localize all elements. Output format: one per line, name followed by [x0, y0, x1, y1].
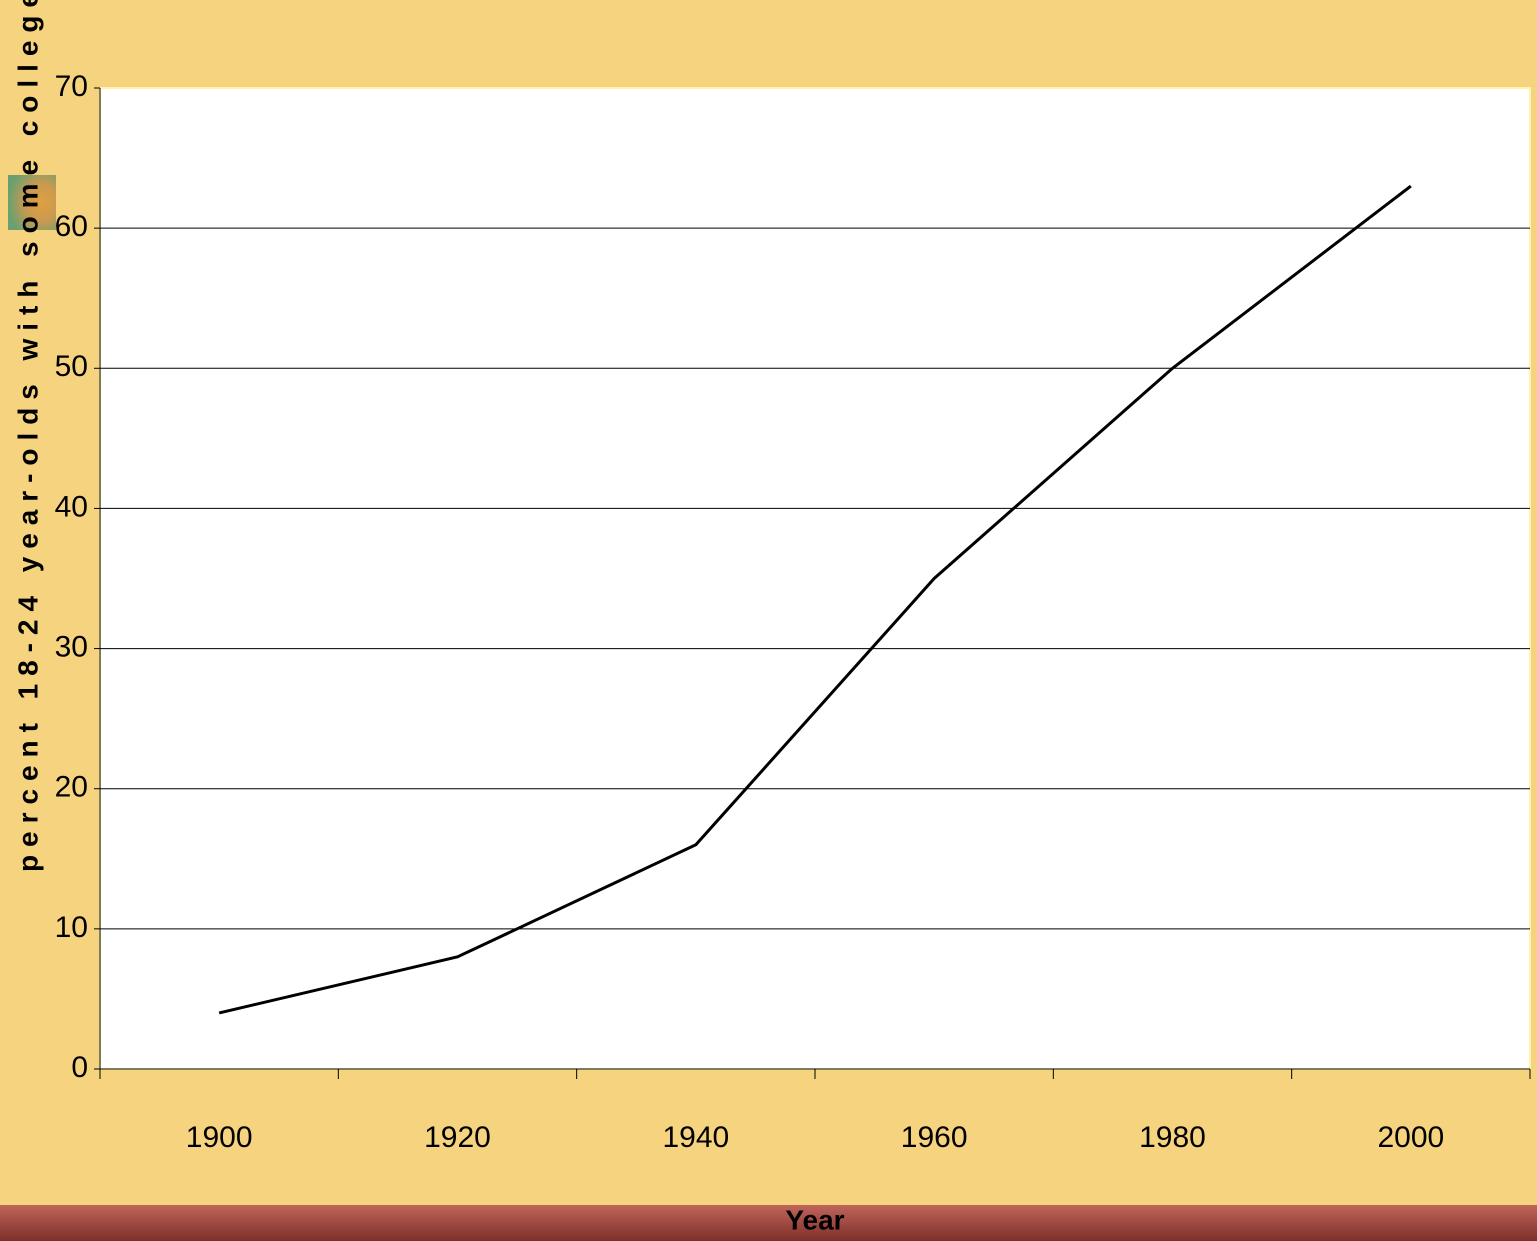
x-tick-label: 2000 [1377, 1121, 1444, 1154]
y-tick-label: 30 [55, 630, 88, 663]
y-tick-label: 40 [55, 490, 88, 523]
y-axis-title: percent 18-24 year-olds with some colleg… [12, 0, 43, 872]
y-tick-label: 0 [71, 1051, 88, 1084]
footer-strip [0, 1205, 1537, 1241]
x-tick-label: 1940 [662, 1121, 729, 1154]
y-tick-label: 70 [55, 70, 88, 103]
x-axis-title: Year [785, 1204, 844, 1235]
x-tick-label: 1900 [186, 1121, 253, 1154]
data-line [218, 184, 1412, 1015]
y-tick-label: 20 [55, 771, 88, 804]
x-tick-label: 1980 [1139, 1121, 1206, 1154]
y-tick-label: 50 [55, 350, 88, 383]
x-tick-label: 1960 [901, 1121, 968, 1154]
plot-area [99, 87, 1531, 1070]
y-tick-label: 10 [55, 911, 88, 944]
icon [8, 175, 56, 230]
x-tick-label: 1920 [424, 1121, 491, 1154]
y-tick-label: 60 [55, 210, 88, 243]
